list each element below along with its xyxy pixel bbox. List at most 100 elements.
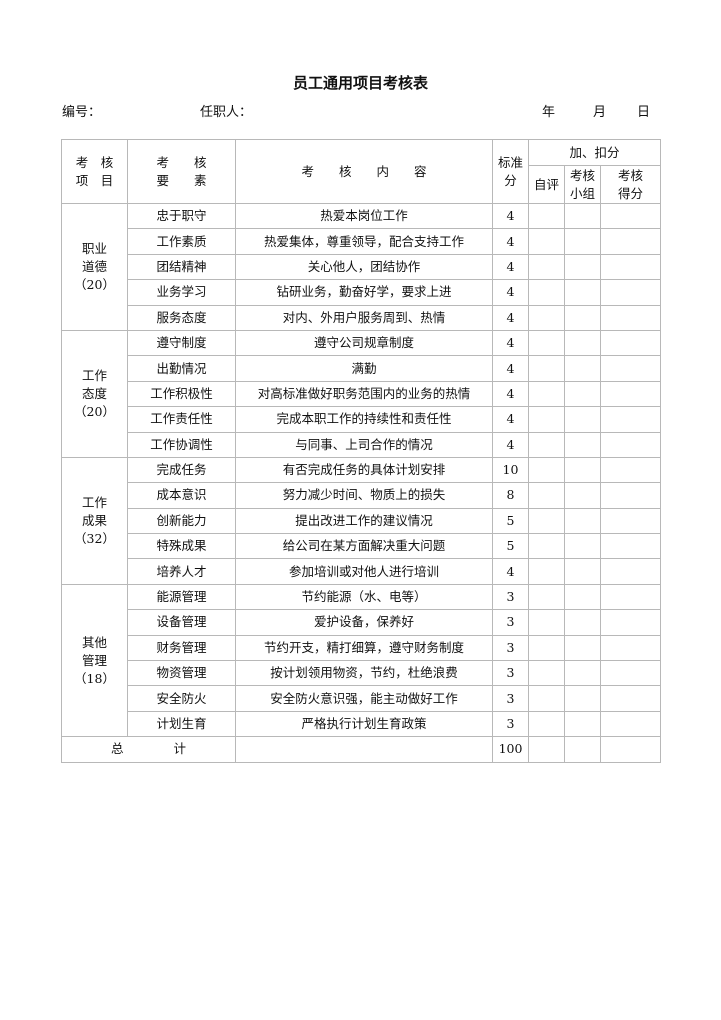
- content-cell: 对高标准做好职务范围内的业务的热情: [235, 380, 493, 408]
- content-cell: 给公司在某方面解决重大问题: [235, 533, 493, 560]
- final-score-cell[interactable]: [600, 431, 661, 458]
- element-cell: 成本意识: [127, 482, 236, 509]
- total-score[interactable]: [600, 736, 661, 763]
- header-self: 自评: [528, 165, 565, 204]
- group-score-cell[interactable]: [564, 456, 601, 484]
- standard-cell: 4: [492, 380, 529, 408]
- group-score-cell[interactable]: [564, 329, 601, 357]
- table-row: 工作积极性 对高标准做好职务范围内的业务的热情 4: [62, 380, 661, 408]
- content-cell: 满勤: [235, 355, 493, 382]
- self-score-cell[interactable]: [528, 558, 565, 585]
- final-score-cell[interactable]: [600, 253, 661, 281]
- table-row: 团结精神 关心他人，团结协作 4: [62, 253, 661, 281]
- group-score-cell[interactable]: [564, 660, 601, 687]
- final-score-cell[interactable]: [600, 406, 661, 433]
- self-score-cell[interactable]: [528, 431, 565, 458]
- self-score-cell[interactable]: [528, 507, 565, 535]
- group-score-cell[interactable]: [564, 253, 601, 281]
- element-cell: 服务态度: [127, 304, 236, 331]
- table-row: 服务态度 对内、外用户服务周到、热情 4: [62, 304, 661, 331]
- final-score-cell[interactable]: [600, 228, 661, 255]
- self-score-cell[interactable]: [528, 304, 565, 331]
- element-cell: 能源管理: [127, 583, 236, 611]
- group-score-cell[interactable]: [564, 406, 601, 433]
- table-row: 工作 态度 （20） 遵守制度 遵守公司规章制度 4: [61, 329, 661, 458]
- group-score-cell[interactable]: [564, 355, 601, 382]
- final-score-cell[interactable]: [600, 533, 661, 560]
- final-score-cell[interactable]: [600, 304, 661, 331]
- final-score-cell[interactable]: [600, 685, 661, 712]
- self-score-cell[interactable]: [528, 685, 565, 712]
- table-row: 物资管理 按计划领用物资，节约，杜绝浪费 3: [62, 660, 661, 687]
- self-score-cell[interactable]: [528, 583, 565, 611]
- group-score-cell[interactable]: [564, 431, 601, 458]
- group-score-cell[interactable]: [564, 583, 601, 611]
- group-score-cell[interactable]: [564, 634, 601, 662]
- group-score-cell[interactable]: [564, 533, 601, 560]
- self-score-cell[interactable]: [528, 406, 565, 433]
- final-score-cell[interactable]: [600, 456, 661, 484]
- table-row: 计划生育 严格执行计划生育政策 3: [62, 710, 661, 738]
- group-score-cell[interactable]: [564, 380, 601, 408]
- content-cell: 节约开支，精打细算，遵守财务制度: [235, 634, 493, 662]
- final-score-cell[interactable]: [600, 609, 661, 636]
- group-score-cell[interactable]: [564, 710, 601, 738]
- self-score-cell[interactable]: [528, 355, 565, 382]
- final-score-cell[interactable]: [600, 482, 661, 509]
- person-label: 任职人：: [200, 105, 253, 120]
- final-score-cell[interactable]: [600, 558, 661, 585]
- standard-cell: 10: [492, 456, 529, 484]
- self-score-cell[interactable]: [528, 533, 565, 560]
- final-score-cell[interactable]: [600, 660, 661, 687]
- content-cell: 提出改进工作的建议情况: [235, 507, 493, 535]
- final-score-cell[interactable]: [600, 634, 661, 662]
- header-standard: 标准分: [492, 139, 529, 204]
- element-cell: 忠于职守: [127, 202, 236, 230]
- self-score-cell[interactable]: [528, 660, 565, 687]
- standard-cell: 3: [492, 634, 529, 662]
- self-score-cell[interactable]: [528, 609, 565, 636]
- standard-cell: 4: [492, 431, 529, 458]
- final-score-cell[interactable]: [600, 329, 661, 357]
- final-score-cell[interactable]: [600, 710, 661, 738]
- self-score-cell[interactable]: [528, 202, 565, 230]
- group-score-cell[interactable]: [564, 482, 601, 509]
- content-cell: 有否完成任务的具体计划安排: [235, 456, 493, 484]
- standard-cell: 8: [492, 482, 529, 509]
- group-score-cell[interactable]: [564, 279, 601, 306]
- group-score-cell[interactable]: [564, 202, 601, 230]
- group-score-cell[interactable]: [564, 507, 601, 535]
- standard-cell: 4: [492, 202, 529, 230]
- self-score-cell[interactable]: [528, 380, 565, 408]
- group-score-cell[interactable]: [564, 685, 601, 712]
- standard-cell: 4: [492, 355, 529, 382]
- group-score-cell[interactable]: [564, 304, 601, 331]
- final-score-cell[interactable]: [600, 279, 661, 306]
- group-score-cell[interactable]: [564, 558, 601, 585]
- self-score-cell[interactable]: [528, 228, 565, 255]
- group-score-cell[interactable]: [564, 609, 601, 636]
- final-score-cell[interactable]: [600, 355, 661, 382]
- final-score-cell[interactable]: [600, 380, 661, 408]
- element-cell: 工作积极性: [127, 380, 236, 408]
- final-score-cell[interactable]: [600, 202, 661, 230]
- total-group[interactable]: [564, 736, 601, 763]
- self-score-cell[interactable]: [528, 710, 565, 738]
- self-score-cell[interactable]: [528, 482, 565, 509]
- header-content: 考 核 内 容: [235, 139, 493, 204]
- self-score-cell[interactable]: [528, 253, 565, 281]
- self-score-cell[interactable]: [528, 456, 565, 484]
- final-score-cell[interactable]: [600, 507, 661, 535]
- group-name: 其他 管理 （18）: [61, 583, 128, 738]
- final-score-cell[interactable]: [600, 583, 661, 611]
- table-row: 职业 道德 （20） 忠于职守 热爱本岗位工作 4: [61, 202, 661, 331]
- self-score-cell[interactable]: [528, 634, 565, 662]
- content-cell: 爱护设备，保养好: [235, 609, 493, 636]
- total-self[interactable]: [528, 736, 565, 763]
- header-score: 考核 得分: [600, 165, 661, 204]
- content-cell: 对内、外用户服务周到、热情: [235, 304, 493, 331]
- group-name: 工作 成果 （32）: [61, 456, 128, 585]
- self-score-cell[interactable]: [528, 279, 565, 306]
- group-score-cell[interactable]: [564, 228, 601, 255]
- self-score-cell[interactable]: [528, 329, 565, 357]
